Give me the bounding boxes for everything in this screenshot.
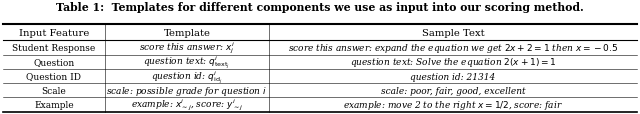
Text: scale: possible grade for question $i$: scale: possible grade for question $i$	[106, 84, 268, 97]
Text: Sample Text: Sample Text	[422, 29, 484, 38]
Text: question text: $q^i_{\mathrm{text}_j}$: question text: $q^i_{\mathrm{text}_j}$	[143, 54, 230, 71]
Text: Scale: Scale	[42, 86, 67, 95]
Text: question text: Solve the equation $2(x+1)=1$: question text: Solve the equation $2(x+1…	[350, 56, 556, 69]
Text: example: $x^i_{\sim j}$, score: $y^i_{\sim j}$: example: $x^i_{\sim j}$, score: $y^i_{\s…	[131, 97, 243, 112]
Text: Student Response: Student Response	[12, 44, 95, 53]
Text: Input Feature: Input Feature	[19, 29, 89, 38]
Text: Example: Example	[34, 100, 74, 109]
Text: score this answer: $x^i_j$: score this answer: $x^i_j$	[139, 40, 235, 56]
Text: Template: Template	[163, 29, 211, 38]
Text: question id: $q^i_{\mathrm{id}_j}$: question id: $q^i_{\mathrm{id}_j}$	[151, 68, 223, 85]
Text: Table 1:  Templates for different components we use as input into our scoring me: Table 1: Templates for different compone…	[56, 2, 584, 13]
Text: scale: poor, fair, good, excellent: scale: poor, fair, good, excellent	[381, 86, 525, 95]
Text: score this answer: expand the equation we get $2x+2=1$ then $x=-0.5$: score this answer: expand the equation w…	[288, 42, 618, 54]
Text: question id: 21314: question id: 21314	[410, 72, 496, 81]
Text: example: move 2 to the right $x=1/2$, score: fair: example: move 2 to the right $x=1/2$, sc…	[343, 98, 563, 111]
Text: Question ID: Question ID	[26, 72, 81, 81]
Text: Question: Question	[33, 58, 74, 67]
